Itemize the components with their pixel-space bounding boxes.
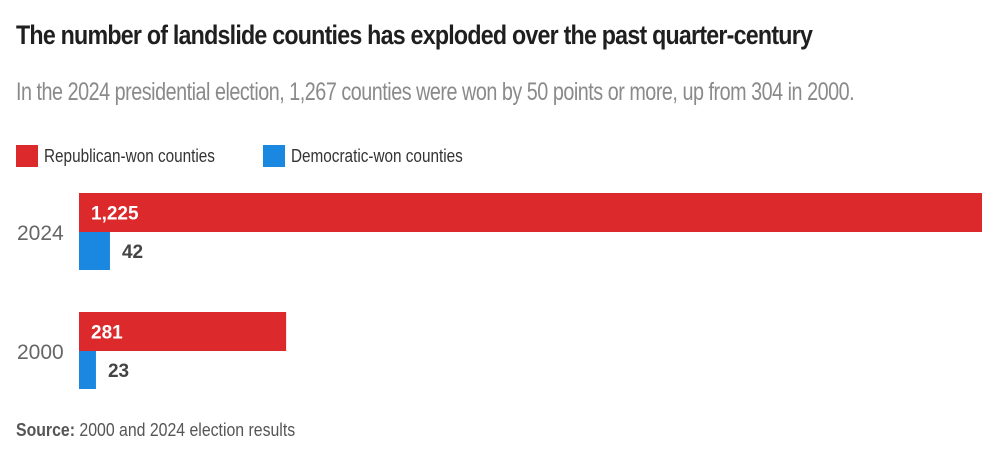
legend-swatch-republican <box>16 145 38 167</box>
bar-democratic-2000 <box>79 351 96 389</box>
tick-label-2024: 2024 <box>17 222 64 245</box>
legend-label-democratic: Democratic-won counties <box>291 145 463 166</box>
tick-label-2000: 2000 <box>17 341 64 364</box>
bar-chart: 2024 1,225 42 2000 281 23 <box>17 193 982 389</box>
legend-item-republican: Republican-won counties <box>16 145 245 167</box>
value-label-democratic-2000: 23 <box>108 361 129 382</box>
legend-label-republican: Republican-won counties <box>44 145 215 166</box>
bar-democratic-2024 <box>79 232 110 270</box>
value-label-democratic-2024: 42 <box>122 242 143 263</box>
legend: Republican-won counties Democratic-won c… <box>16 145 511 167</box>
chart-title: The number of landslide counties has exp… <box>16 20 813 50</box>
value-label-republican-2024: 1,225 <box>91 204 139 225</box>
value-label-republican-2000: 281 <box>91 323 123 344</box>
legend-swatch-democratic <box>263 145 286 167</box>
bar-republican-2000 <box>79 312 287 351</box>
source-label: Source: <box>16 420 75 440</box>
bar-republican-2024 <box>79 193 982 232</box>
chart-subtitle: In the 2024 presidential election, 1,267… <box>16 78 855 106</box>
source-text: 2000 and 2024 election results <box>74 420 296 440</box>
source-note: Source: 2000 and 2024 election results <box>16 420 295 441</box>
legend-item-democratic: Democratic-won counties <box>263 145 493 167</box>
